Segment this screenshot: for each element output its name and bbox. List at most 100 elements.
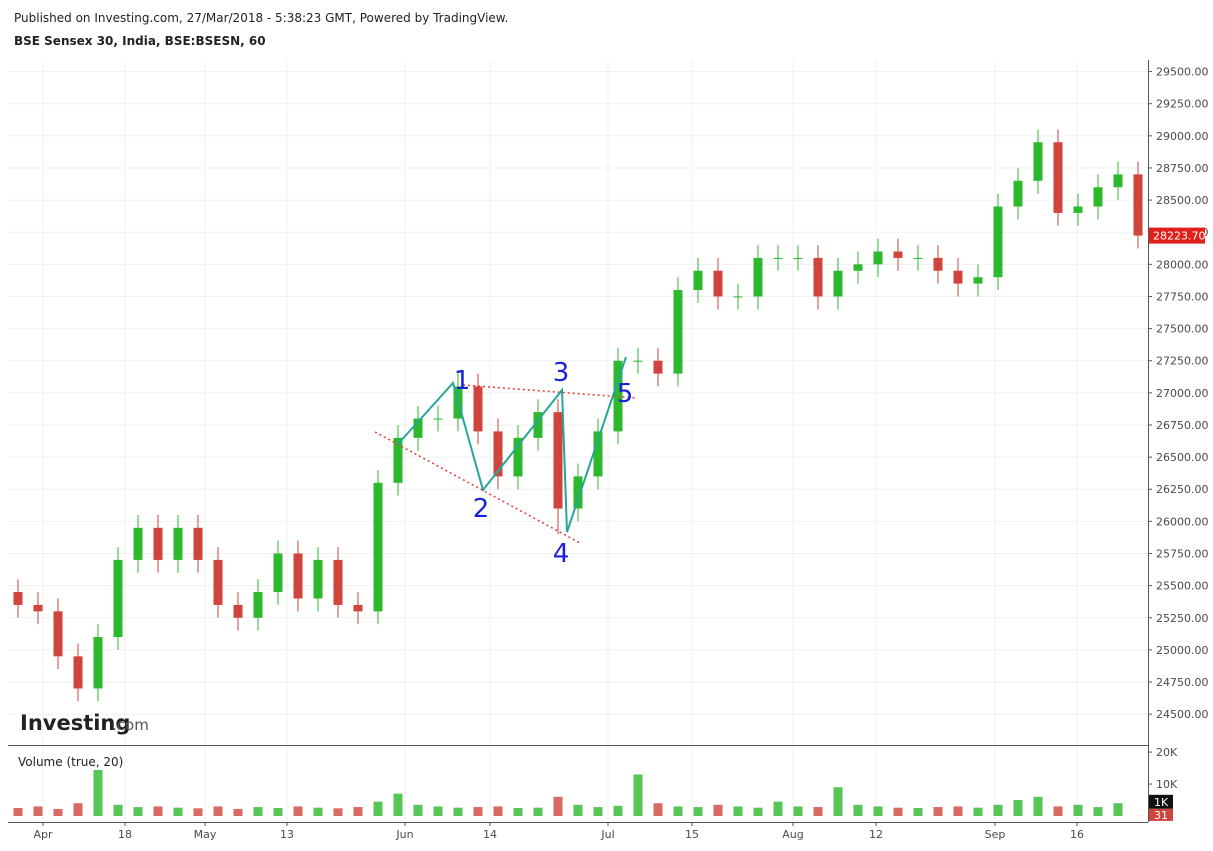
candle-body — [354, 605, 363, 611]
volume-bar — [214, 806, 223, 816]
volume-bar — [1034, 797, 1043, 816]
volume-bar — [594, 807, 603, 816]
volume-bar — [1094, 807, 1103, 816]
volume-bar — [174, 808, 183, 816]
volume-bar — [1074, 805, 1083, 816]
volume-bar — [1054, 806, 1063, 816]
y-tick-label: 27000.00 — [1156, 387, 1209, 400]
last-price: 28223.70 — [1153, 230, 1206, 243]
y-tick-label: 27750.00 — [1156, 290, 1209, 303]
volume-bar — [754, 808, 763, 816]
volume-bar — [734, 806, 743, 816]
volume-bar — [614, 806, 623, 816]
volume-bar — [314, 808, 323, 816]
candle-body — [1134, 174, 1143, 235]
volume-bar — [834, 787, 843, 816]
volume-bar — [154, 806, 163, 816]
candle-body — [754, 258, 763, 297]
y-tick-label: 27250.00 — [1156, 355, 1209, 368]
volume-bar — [74, 803, 83, 816]
candle-body — [474, 386, 483, 431]
volume-bar — [374, 802, 383, 816]
y-tick-label: 26500.00 — [1156, 451, 1209, 464]
volume-bar — [534, 808, 543, 816]
volume-title: Volume (true, 20) — [18, 755, 123, 769]
volume-bar — [994, 805, 1003, 816]
y-tick-label: 29250.00 — [1156, 98, 1209, 111]
candle-body — [254, 592, 263, 618]
candle-body — [1094, 187, 1103, 206]
last-volume-label: 31 — [1154, 809, 1168, 822]
x-tick-label: Sep — [985, 828, 1006, 841]
volume-bar — [814, 807, 823, 816]
candle-body — [914, 258, 923, 259]
y-tick-label: 25500.00 — [1156, 580, 1209, 593]
candle-body — [554, 412, 563, 508]
candle-body — [814, 258, 823, 297]
candle-body — [954, 271, 963, 284]
volume-bar — [254, 807, 263, 816]
candle-body — [234, 605, 243, 618]
y-tick-label: 26750.00 — [1156, 419, 1209, 432]
volume-bar — [514, 808, 523, 816]
y-tick-label: 26000.00 — [1156, 515, 1209, 528]
volume-bar — [434, 806, 443, 816]
wave-label: 3 — [553, 358, 570, 388]
x-tick-label: 14 — [483, 828, 497, 841]
x-tick-label: Jun — [395, 828, 413, 841]
volume-bar — [394, 794, 403, 816]
y-tick-label: 29500.00 — [1156, 66, 1209, 79]
y-tick-label: 28500.00 — [1156, 194, 1209, 207]
volume-bar — [194, 808, 203, 816]
y-tick-label: 25000.00 — [1156, 644, 1209, 657]
x-tick-label: 16 — [1070, 828, 1084, 841]
volume-bar — [794, 806, 803, 816]
volume-bar — [54, 809, 63, 816]
wave-label: 5 — [617, 379, 634, 409]
candle-body — [674, 290, 683, 374]
candle-body — [94, 637, 103, 688]
y-tick-label: 25250.00 — [1156, 612, 1209, 625]
candle-body — [1114, 174, 1123, 187]
volume-bar — [294, 806, 303, 816]
y-tick-label: 24750.00 — [1156, 676, 1209, 689]
candle-body — [114, 560, 123, 637]
candle-body — [74, 656, 83, 688]
candle-body — [54, 611, 63, 656]
candle-body — [14, 592, 23, 605]
volume-bar — [854, 805, 863, 816]
y-tick-label: 28000.00 — [1156, 258, 1209, 271]
volume-bar — [974, 808, 983, 816]
logo-suffix: .com — [112, 716, 149, 734]
volume-bar — [554, 797, 563, 816]
candle-body — [154, 528, 163, 560]
volume-bar — [914, 808, 923, 816]
volume-bar — [894, 808, 903, 816]
x-tick-label: 18 — [118, 828, 132, 841]
candle-body — [174, 528, 183, 560]
candle-body — [134, 528, 143, 560]
volume-bar — [1014, 800, 1023, 816]
volume-bar — [1114, 803, 1123, 816]
candle-body — [34, 605, 43, 611]
candle-body — [894, 251, 903, 257]
volume-bar — [494, 806, 503, 816]
volume-bar — [274, 808, 283, 816]
volume-bar — [114, 805, 123, 816]
candle-body — [274, 554, 283, 593]
volume-bar — [334, 808, 343, 816]
candle-body — [1034, 142, 1043, 181]
volume-bar — [414, 805, 423, 816]
x-tick-label: 12 — [869, 828, 883, 841]
volume-bar — [94, 770, 103, 816]
candle-body — [734, 296, 743, 297]
x-tick-label: Apr — [33, 828, 53, 841]
candle-body — [1014, 181, 1023, 207]
candle-body — [1074, 207, 1083, 213]
volume-bar — [134, 807, 143, 816]
volume-bar — [954, 806, 963, 816]
x-tick-label: Jul — [600, 828, 614, 841]
volume-bar — [34, 806, 43, 816]
candle-body — [294, 554, 303, 599]
